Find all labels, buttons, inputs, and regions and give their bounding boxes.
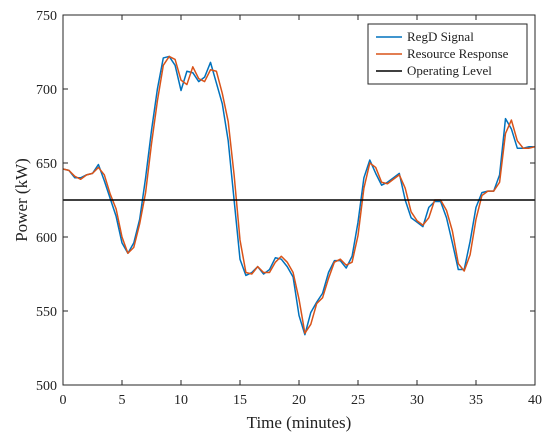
x-tick-label-0: 0 bbox=[60, 393, 67, 408]
legend-label-resource-response: Resource Response bbox=[407, 46, 509, 61]
axis-ticks bbox=[62, 14, 536, 386]
y-tick-labels: 500 550 600 650 700 750 bbox=[36, 9, 57, 394]
legend-label-operating-level: Operating Level bbox=[407, 63, 492, 78]
legend-label-regd-signal: RegD Signal bbox=[407, 29, 474, 44]
y-tick-label-700: 700 bbox=[36, 83, 57, 98]
y-tick-label-500: 500 bbox=[36, 379, 57, 394]
x-tick-label-5: 5 bbox=[119, 393, 126, 408]
y-tick-label-750: 750 bbox=[36, 9, 57, 24]
series-line-regd-signal bbox=[63, 55, 535, 336]
legend: RegD Signal Resource Response Operating … bbox=[367, 23, 528, 85]
x-tick-label-10: 10 bbox=[174, 393, 188, 408]
plot-lines bbox=[63, 55, 535, 336]
x-tick-labels: 0 5 10 15 20 25 30 35 40 bbox=[60, 393, 543, 408]
x-tick-label-30: 30 bbox=[410, 393, 424, 408]
x-axis-label: Time (minutes) bbox=[247, 413, 352, 432]
y-tick-label-550: 550 bbox=[36, 305, 57, 320]
y-tick-label-650: 650 bbox=[36, 157, 57, 172]
series-line-resource-response bbox=[63, 55, 535, 334]
x-tick-label-15: 15 bbox=[233, 393, 247, 408]
x-tick-label-25: 25 bbox=[351, 393, 365, 408]
x-tick-label-40: 40 bbox=[528, 393, 542, 408]
x-tick-label-20: 20 bbox=[292, 393, 306, 408]
y-tick-label-600: 600 bbox=[36, 231, 57, 246]
x-tick-label-35: 35 bbox=[469, 393, 483, 408]
y-axis-label: Power (kW) bbox=[12, 158, 31, 242]
